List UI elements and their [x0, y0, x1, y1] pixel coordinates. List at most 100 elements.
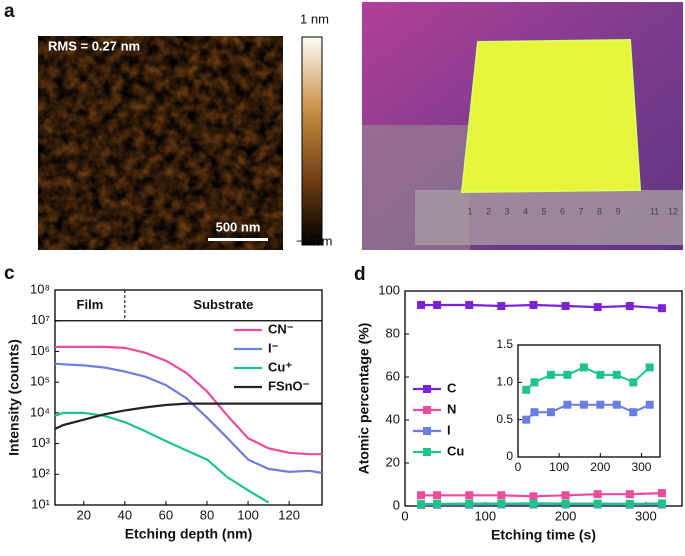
x-tick-label: 300 — [635, 508, 657, 523]
y-tick-label: 0 — [506, 449, 513, 463]
x-tick-label: 120 — [278, 507, 300, 522]
film-sample — [460, 38, 642, 194]
y-tick-label: 80 — [386, 325, 400, 340]
series-line — [421, 303, 662, 310]
y-axis-label: Atomic percentage (%) — [356, 323, 372, 475]
colorbar-min: −1 nm — [296, 233, 333, 248]
data-point — [465, 499, 474, 508]
data-point — [546, 408, 555, 417]
series-line — [54, 402, 322, 430]
data-point — [629, 408, 638, 417]
afm-texture — [38, 36, 283, 250]
data-point — [433, 300, 442, 309]
legend-label: CN⁻ — [268, 321, 294, 336]
panel-label: d — [354, 264, 366, 285]
data-point — [530, 408, 539, 417]
x-tick-label: 80 — [200, 507, 214, 522]
ruler-labels: 1 2 3 4 5 6 7 8 9 11 12 — [467, 206, 678, 216]
legend-label: N — [447, 401, 456, 416]
y-tick-label: 1.5 — [496, 337, 513, 351]
data-point — [561, 491, 570, 500]
y-tick-label: 10⁷ — [31, 312, 50, 327]
panel-label: c — [4, 263, 15, 284]
inset-bg — [518, 345, 660, 457]
legend-marker — [423, 406, 431, 414]
data-point — [612, 370, 621, 379]
data-point — [657, 489, 666, 498]
legend-marker — [423, 427, 431, 435]
x-tick-label: 100 — [549, 460, 569, 474]
data-point — [561, 499, 570, 508]
ruler-label: 11 — [650, 206, 659, 216]
y-tick-label: 100 — [378, 282, 400, 297]
y-tick-label: 10³ — [31, 435, 50, 450]
data-point — [563, 400, 572, 409]
data-point — [593, 303, 602, 312]
data-point — [561, 302, 570, 311]
data-point — [433, 491, 442, 500]
ruler-label: 8 — [597, 206, 602, 216]
rms-annotation: RMS = 0.27 nm — [48, 38, 140, 53]
x-tick-label: 100 — [474, 508, 496, 523]
x-tick-label: 200 — [590, 460, 610, 474]
data-point — [497, 491, 506, 500]
data-point — [625, 490, 634, 499]
band-text: Film — [77, 297, 104, 312]
x-tick-label: 40 — [118, 507, 132, 522]
ruler-label: 5 — [541, 206, 546, 216]
y-tick-label: 1.0 — [496, 375, 513, 389]
data-point — [529, 499, 538, 508]
series-line — [54, 411, 270, 504]
x-tick-label: 60 — [159, 507, 173, 522]
data-point — [530, 378, 539, 387]
data-point — [522, 415, 531, 424]
data-point — [529, 300, 538, 309]
data-point — [465, 491, 474, 500]
data-point — [417, 491, 426, 500]
legend-label: Cu⁺ — [268, 359, 292, 374]
y-tick-label: 10⁴ — [30, 404, 50, 419]
plot-frame — [54, 289, 323, 506]
x-axis-label: Etching depth (nm) — [125, 526, 253, 542]
legend-label: I — [447, 422, 451, 437]
ruler-label: 9 — [615, 206, 620, 216]
y-tick-label: 20 — [386, 454, 400, 469]
x-tick-label: 100 — [237, 507, 259, 522]
scale-bar-label: 500 nm — [216, 219, 261, 234]
legend-label: FSnO⁻ — [268, 378, 310, 393]
y-tick-label: 10¹ — [31, 496, 50, 511]
ruler-label: 2 — [486, 206, 491, 216]
x-axis-label: Etching time (s) — [491, 527, 596, 543]
data-point — [657, 499, 666, 508]
plots: 20 40 60 80 100 120 10¹ 10² 10³ 10⁴ 10⁵ 10⁶ 10⁷ 10⁸ c E… — [4, 263, 683, 543]
data-point — [629, 378, 638, 387]
y-tick-label: 0.5 — [496, 412, 513, 426]
panel-label: a — [4, 1, 15, 22]
plot-frame — [517, 344, 661, 458]
series-line — [421, 502, 662, 506]
data-point — [645, 400, 654, 409]
data-point — [522, 385, 531, 394]
ruler-label: 7 — [578, 206, 583, 216]
x-tick-label: 0 — [515, 460, 522, 474]
y-tick-label: 10² — [31, 466, 50, 481]
data-point — [625, 499, 634, 508]
data-point — [417, 500, 426, 509]
legend-label: C — [447, 380, 457, 395]
x-tick-label: 300 — [631, 460, 651, 474]
data-point — [625, 302, 634, 311]
x-tick-label: 20 — [77, 507, 91, 522]
data-point — [417, 300, 426, 309]
x-tick-label: 200 — [555, 508, 577, 523]
ruler-label: 12 — [668, 206, 678, 216]
ruler-label: 1 — [467, 206, 472, 216]
data-point — [465, 300, 474, 309]
ruler — [415, 190, 683, 245]
data-point — [579, 363, 588, 372]
legend-label: I⁻ — [268, 340, 279, 355]
y-tick-label: 10⁶ — [30, 343, 50, 358]
series-line — [421, 492, 662, 498]
colorbar — [301, 36, 323, 246]
data-point — [596, 400, 605, 409]
